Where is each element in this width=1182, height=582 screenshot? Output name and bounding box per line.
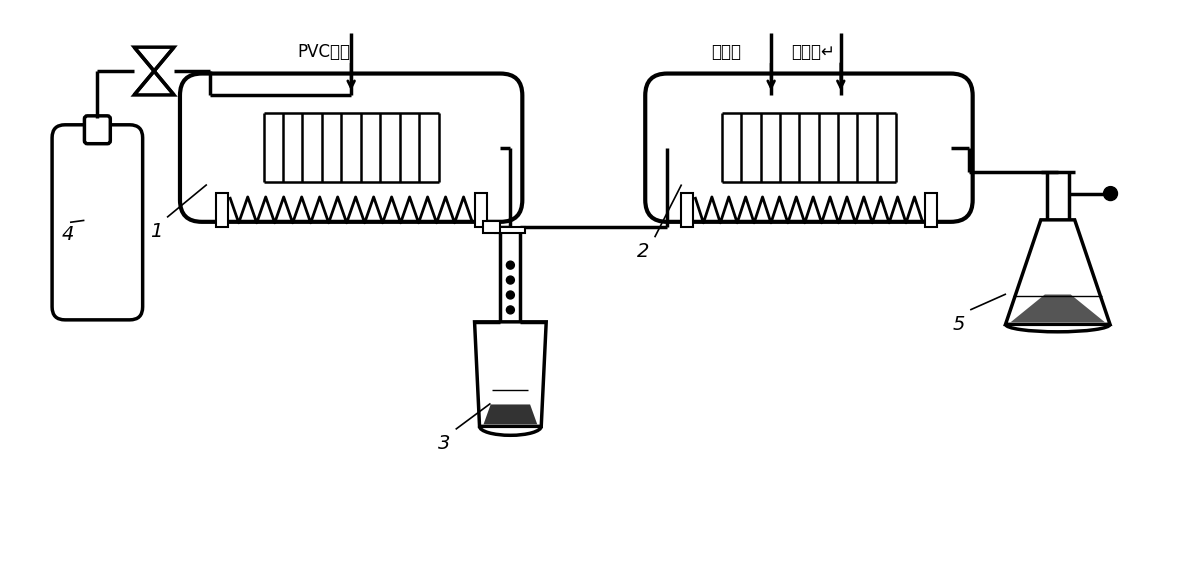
Text: 2: 2 — [637, 242, 650, 261]
Polygon shape — [1011, 294, 1105, 322]
Polygon shape — [135, 47, 174, 71]
FancyBboxPatch shape — [180, 73, 522, 222]
FancyBboxPatch shape — [482, 221, 500, 233]
Polygon shape — [474, 322, 546, 427]
Polygon shape — [1006, 220, 1110, 324]
FancyBboxPatch shape — [84, 116, 110, 144]
Circle shape — [506, 261, 514, 269]
FancyBboxPatch shape — [495, 228, 525, 233]
Polygon shape — [483, 404, 538, 424]
Text: 1: 1 — [150, 222, 162, 242]
FancyBboxPatch shape — [924, 193, 937, 227]
Circle shape — [506, 276, 514, 284]
FancyBboxPatch shape — [681, 193, 693, 227]
Text: 5: 5 — [953, 315, 966, 334]
FancyBboxPatch shape — [216, 193, 228, 227]
FancyBboxPatch shape — [645, 73, 973, 222]
FancyBboxPatch shape — [474, 193, 487, 227]
Circle shape — [506, 306, 514, 314]
FancyBboxPatch shape — [52, 125, 143, 320]
Text: 4: 4 — [63, 225, 74, 244]
Text: 锂云母: 锂云母 — [712, 43, 741, 61]
Text: 3: 3 — [439, 434, 450, 453]
Circle shape — [1104, 187, 1117, 201]
Text: 氧化钙↵: 氧化钙↵ — [791, 43, 834, 61]
Circle shape — [506, 291, 514, 299]
Text: PVC颗粒: PVC颗粒 — [298, 43, 350, 61]
Polygon shape — [135, 71, 174, 95]
